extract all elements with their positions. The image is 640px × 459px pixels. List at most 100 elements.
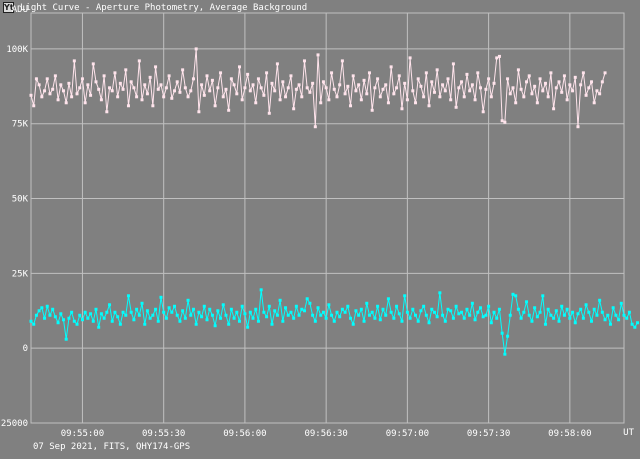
data-point	[533, 84, 537, 88]
data-point	[622, 313, 626, 317]
data-point	[183, 316, 187, 320]
data-point	[56, 321, 60, 325]
data-point	[378, 95, 382, 99]
data-point	[535, 315, 539, 319]
data-point	[194, 47, 198, 51]
data-point	[256, 319, 260, 323]
data-point	[598, 92, 602, 96]
data-point	[216, 86, 220, 90]
data-point	[603, 318, 607, 322]
data-point	[506, 334, 510, 338]
data-point	[110, 319, 114, 323]
data-point	[181, 68, 185, 72]
data-point	[592, 101, 596, 105]
data-point	[576, 312, 580, 316]
data-point	[349, 104, 353, 108]
data-point	[59, 83, 63, 87]
data-point	[397, 74, 401, 78]
data-point	[273, 309, 277, 313]
data-point	[497, 307, 501, 311]
data-point	[143, 83, 147, 87]
data-point	[470, 83, 474, 87]
data-point	[359, 307, 363, 311]
data-point	[492, 81, 496, 85]
data-point	[500, 119, 504, 123]
data-point	[116, 95, 120, 99]
data-point	[262, 93, 266, 97]
data-point	[527, 313, 531, 317]
data-point	[305, 86, 309, 90]
data-point	[384, 83, 388, 87]
data-point	[584, 303, 588, 307]
data-point	[83, 310, 87, 314]
data-point	[516, 68, 520, 72]
data-point	[608, 322, 612, 326]
data-point	[465, 72, 469, 76]
data-point	[118, 322, 122, 326]
data-point	[438, 291, 442, 295]
data-point	[94, 307, 98, 311]
data-point	[611, 306, 615, 310]
data-point	[330, 313, 334, 317]
data-point	[221, 95, 225, 99]
data-point	[565, 98, 569, 102]
data-point	[200, 315, 204, 319]
data-point	[48, 313, 52, 317]
data-point	[300, 95, 304, 99]
data-point	[194, 322, 198, 326]
y-tick-label: -25000	[0, 419, 28, 429]
data-point	[370, 108, 374, 112]
data-point	[527, 74, 531, 78]
yt-app-icon[interactable]: Yt	[3, 2, 14, 13]
data-point	[34, 313, 38, 317]
data-point	[378, 318, 382, 322]
data-point	[335, 95, 339, 99]
data-point	[311, 81, 315, 85]
data-point	[191, 307, 195, 311]
data-point	[587, 86, 591, 90]
data-point	[460, 310, 464, 314]
data-point	[135, 307, 139, 311]
data-point	[557, 319, 561, 323]
data-point	[560, 304, 564, 308]
title-bar: Yt Light Curve - Aperture Photometry, Av…	[0, 0, 640, 16]
data-point	[102, 316, 106, 320]
y-axis-label: ADU	[12, 5, 28, 15]
data-point	[416, 77, 420, 81]
data-point	[343, 310, 347, 314]
data-point	[297, 313, 301, 317]
data-point	[56, 98, 60, 102]
data-point	[389, 310, 393, 314]
data-point	[278, 98, 282, 102]
data-point	[470, 301, 474, 305]
data-point	[338, 83, 342, 87]
data-point	[373, 316, 377, 320]
data-point	[197, 110, 201, 114]
data-point	[305, 297, 309, 301]
data-point	[183, 86, 187, 90]
data-point	[118, 81, 122, 85]
data-point	[351, 74, 355, 78]
data-point	[630, 322, 634, 326]
data-point	[99, 98, 103, 102]
data-point	[389, 65, 393, 69]
data-point	[200, 83, 204, 87]
y-tick-label: 0	[23, 344, 28, 354]
data-point	[332, 319, 336, 323]
data-point	[205, 74, 209, 78]
data-point	[465, 307, 469, 311]
x-axis-ticks: 09:55:00 09:55:30 09:56:00 09:56:30 09:57:00…	[61, 429, 592, 439]
data-point	[514, 101, 518, 105]
data-point	[343, 92, 347, 96]
data-point	[543, 81, 547, 85]
data-point	[162, 95, 166, 99]
data-point	[72, 319, 76, 323]
data-point	[292, 316, 296, 320]
data-point	[313, 125, 317, 129]
data-point	[367, 313, 371, 317]
data-point	[135, 95, 139, 99]
data-point	[584, 93, 588, 97]
data-point	[316, 53, 320, 57]
data-point	[473, 98, 477, 102]
